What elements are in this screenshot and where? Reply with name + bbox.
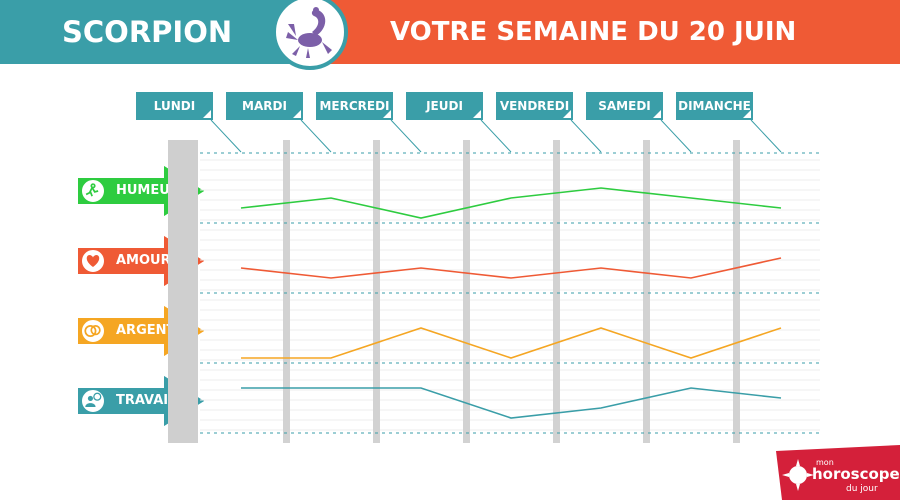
day-connector — [390, 119, 422, 153]
category-label: TRAVAIL — [116, 393, 177, 408]
day-label-lundi: LUNDI — [136, 92, 213, 120]
logo-badge: mon horoscope du jour — [776, 445, 900, 500]
day-column — [643, 140, 650, 443]
running-person-icon — [80, 178, 106, 204]
day-connector — [300, 119, 332, 153]
category-label: HUMEUR — [116, 183, 180, 198]
day-label-vendredi: VENDREDI — [496, 92, 573, 120]
day-column — [373, 140, 380, 443]
logo-line3: du jour — [846, 484, 878, 494]
day-label-dimanche: DIMANCHE — [676, 92, 753, 120]
day-connector — [750, 119, 782, 153]
scorpion-icon — [286, 7, 332, 58]
sign-title: SCORPION — [62, 15, 233, 49]
category-label: AMOUR — [116, 253, 171, 268]
day-connector — [570, 119, 602, 153]
logo-line2: horoscope — [812, 465, 900, 483]
series-line-humeur — [240, 187, 782, 219]
day-column — [553, 140, 560, 443]
day-connector — [210, 119, 242, 153]
sign-badge — [272, 0, 348, 70]
brand-logo: mon horoscope du jour — [776, 445, 900, 500]
category-label: ARGENT — [116, 323, 176, 338]
day-column — [733, 140, 740, 443]
day-connector — [480, 119, 512, 153]
left-band — [168, 140, 198, 443]
day-label-jeudi: JEUDI — [406, 92, 483, 120]
day-label-mercredi: MERCREDI — [316, 92, 393, 120]
header-sign-band — [0, 0, 300, 64]
day-connector — [660, 119, 692, 153]
day-label-mardi: MARDI — [226, 92, 303, 120]
day-column — [463, 140, 470, 443]
coins-icon — [80, 318, 106, 344]
series-line-travail — [241, 387, 782, 419]
series-line-amour — [240, 257, 782, 279]
header-week-band — [300, 0, 900, 64]
week-title: VOTRE SEMAINE DU 20 JUIN — [390, 17, 797, 47]
day-label-samedi: SAMEDI — [586, 92, 663, 120]
series-line-argent — [241, 327, 782, 359]
heart-icon — [80, 248, 106, 274]
logo-line1: mon — [816, 458, 834, 467]
worker-clock-icon — [80, 388, 106, 414]
day-column — [283, 140, 290, 443]
